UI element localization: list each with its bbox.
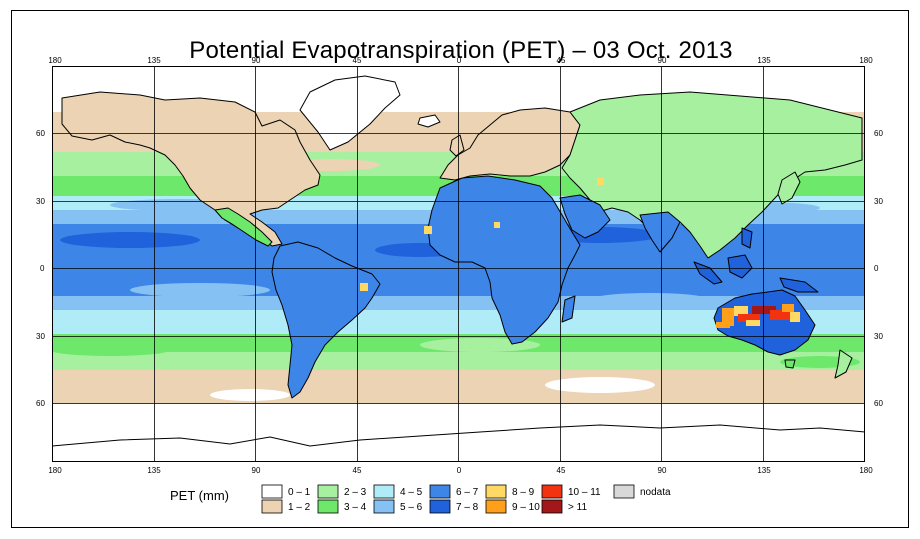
lon-label: 0: [457, 56, 462, 65]
legend-label: 9 – 10: [512, 502, 540, 513]
legend-swatch: [317, 484, 339, 499]
lon-label: 90: [252, 466, 261, 475]
new-guinea-island: [779, 277, 819, 293]
lon-label: 90: [658, 56, 667, 65]
lon-label: 180: [859, 466, 873, 475]
legend-swatch: [485, 499, 507, 514]
lon-labels-top: 180 135 90 45 0 45 90 135 180: [48, 56, 873, 65]
legend-label: 1 – 2: [288, 502, 311, 513]
legend-swatch: [485, 484, 507, 499]
graticule: [52, 66, 865, 462]
lon-label: 45: [557, 56, 566, 65]
lat-label: 60: [874, 399, 883, 408]
map-frame: Potential Evapotranspiration (PET) – 03 …: [11, 10, 909, 528]
legend-label: 8 – 9: [512, 487, 535, 498]
legend-swatch: [541, 499, 563, 514]
lat-label: 0: [40, 264, 45, 273]
lon-label: 45: [353, 56, 362, 65]
legend-label: 10 – 11: [568, 487, 601, 498]
legend-swatch: [429, 499, 451, 514]
sumatra-island: [693, 261, 723, 285]
lat-label: 60: [36, 129, 45, 138]
lat-label: 0: [874, 264, 879, 273]
borneo-island: [727, 254, 753, 279]
legend-swatch: [373, 484, 395, 499]
legend-label: 6 – 7: [456, 487, 479, 498]
lon-label: 180: [48, 56, 62, 65]
lat-label: 30: [36, 197, 45, 206]
lon-labels-bottom: 180 135 90 45 0 45 90 135 180: [48, 466, 873, 475]
lon-label: 45: [557, 466, 566, 475]
africa-landmass: [427, 175, 581, 345]
lon-label: 135: [757, 56, 771, 65]
legend-items: 0 – 1 1 – 2 2 – 3 3 – 4 4 – 5 5 – 6 6 – 7 7 – 8…: [261, 484, 671, 514]
legend-swatch: [541, 484, 563, 499]
iceland-island: [417, 114, 441, 128]
lon-label: 180: [48, 466, 62, 475]
lon-label: 0: [457, 466, 462, 475]
legend-label: > 11: [568, 502, 587, 513]
india-landmass: [639, 211, 681, 253]
legend-swatch: [261, 499, 283, 514]
madagascar-island: [561, 295, 576, 323]
greenland-landmass: [299, 75, 401, 151]
lon-label: 135: [757, 466, 771, 475]
lon-label: 135: [147, 56, 161, 65]
legend-label: 3 – 4: [344, 502, 367, 513]
lat-label: 30: [36, 332, 45, 341]
philippines-island: [741, 227, 753, 249]
south-america-landmass: [271, 241, 381, 399]
legend-swatch: [429, 484, 451, 499]
lat-labels-right: 60 30 0 30 60: [874, 129, 883, 408]
legend-title: PET (mm): [170, 488, 229, 503]
hotspots: [360, 178, 800, 328]
legend: PET (mm) 0 – 1 1 – 2 2 – 3 3 – 4 4 – 5 5 – 6 6…: [170, 484, 671, 514]
legend-label: nodata: [640, 487, 671, 498]
lon-label: 90: [658, 466, 667, 475]
tasmania-island: [784, 359, 796, 369]
mexico-landmass: [214, 207, 273, 247]
japan-island: [777, 171, 801, 205]
pet-field: [52, 66, 865, 462]
lon-label: 90: [252, 56, 261, 65]
lat-label: 60: [36, 399, 45, 408]
legend-swatch: [317, 499, 339, 514]
lat-labels-left: 60 30 0 30 60: [36, 129, 45, 408]
map-title: Potential Evapotranspiration (PET) – 03 …: [189, 37, 733, 64]
lon-label: 135: [147, 466, 161, 475]
legend-swatch: [261, 484, 283, 499]
legend-swatch: [373, 499, 395, 514]
lat-label: 30: [874, 332, 883, 341]
lat-label: 30: [874, 197, 883, 206]
legend-label: 5 – 6: [400, 502, 423, 513]
legend-label: 2 – 3: [344, 487, 367, 498]
arabia-landmass: [559, 194, 611, 239]
legend-label: 4 – 5: [400, 487, 423, 498]
legend-label: 0 – 1: [288, 487, 311, 498]
lat-label: 60: [874, 129, 883, 138]
lon-label: 180: [859, 56, 873, 65]
legend-label: 7 – 8: [456, 502, 479, 513]
legend-swatch: [613, 484, 635, 499]
new-zealand-island: [834, 349, 853, 379]
lon-label: 45: [353, 466, 362, 475]
